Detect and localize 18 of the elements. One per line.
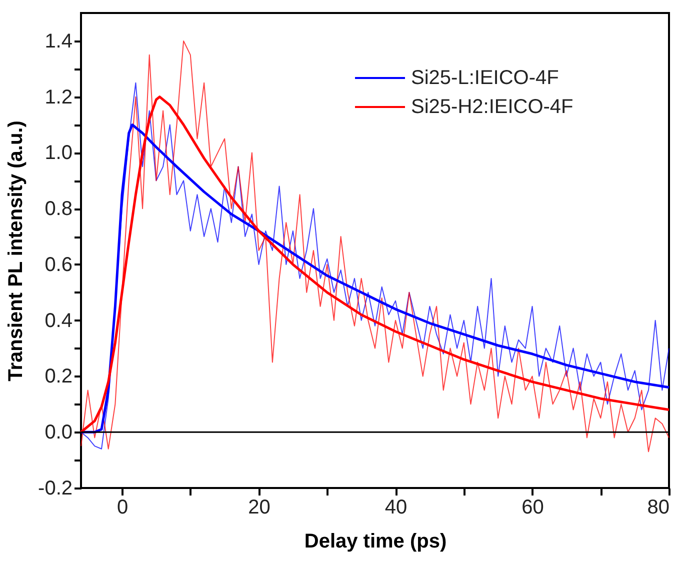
legend-label: Si25-H2:IEICO-4F bbox=[411, 96, 574, 118]
y-axis-title: Transient PL intensity (a.u.) bbox=[5, 120, 28, 382]
x-tick-label: 40 bbox=[384, 496, 408, 518]
y-tick-label: 0.0 bbox=[44, 422, 72, 444]
y-tick-label: 0.6 bbox=[44, 254, 72, 276]
y-tick-label: 1.0 bbox=[44, 142, 72, 164]
y-tick-label: 1.2 bbox=[44, 86, 72, 108]
y-tick-label: 0.8 bbox=[44, 198, 72, 220]
x-tick-label: 60 bbox=[522, 496, 544, 518]
x-tick-label: 80 bbox=[647, 496, 670, 518]
y-tick-label: 1.4 bbox=[44, 30, 72, 52]
y-tick-label: -0.2 bbox=[38, 478, 72, 500]
x-tick-label: 0 bbox=[116, 496, 128, 518]
legend-label: Si25-L:IEICO-4F bbox=[411, 67, 559, 89]
y-tick-label: 0.4 bbox=[44, 310, 72, 332]
x-tick-label: 20 bbox=[248, 496, 270, 518]
y-tick-label: 0.2 bbox=[44, 366, 72, 388]
x-axis-title: Delay time (ps) bbox=[304, 530, 447, 552]
